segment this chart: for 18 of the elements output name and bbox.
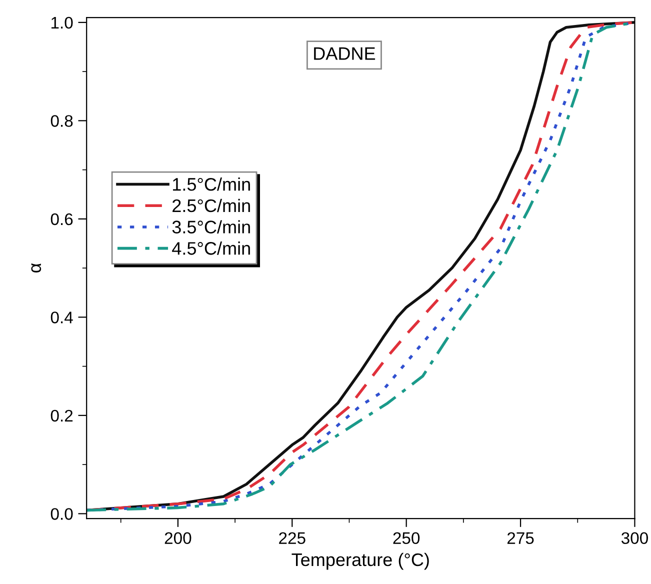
x-tick-label: 225 xyxy=(279,532,306,544)
x-tick-label: 200 xyxy=(164,532,192,544)
y-tick-label: 0.2 xyxy=(50,410,73,422)
legend-label: 2.5°C/min xyxy=(172,198,250,212)
y-tick-label: 0.4 xyxy=(50,312,73,324)
y-tick-label: 0.6 xyxy=(50,213,73,226)
y-tick-label: 1.0 xyxy=(51,16,73,29)
x-tick-label: 300 xyxy=(621,532,648,544)
legend-label: 1.5°C/min xyxy=(173,178,250,191)
y-tick-label: 0.0 xyxy=(50,508,73,520)
legend-label: 3.5°C/min xyxy=(172,220,250,234)
x-tick-label: 275 xyxy=(507,532,534,544)
x-tick-label: 250 xyxy=(393,532,420,544)
annotation: DADNE xyxy=(314,47,376,60)
x-axis-title: Temperature (°C) xyxy=(292,552,429,570)
y-tick-label: 0.8 xyxy=(50,115,73,127)
legend-label: 4.5°C/min xyxy=(172,242,250,255)
y-axis-title: α xyxy=(31,263,42,273)
